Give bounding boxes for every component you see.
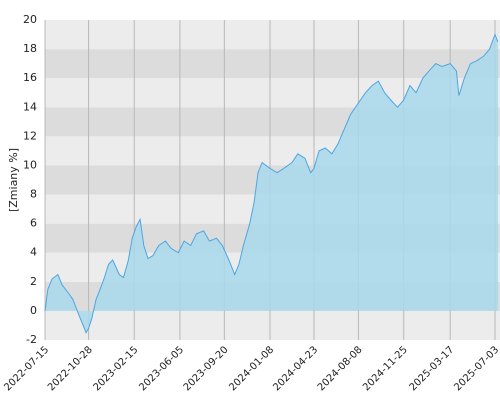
y-tick-label: 14 xyxy=(23,100,37,113)
y-tick-label: 18 xyxy=(23,42,37,55)
x-tick-label: 2022-07-15 xyxy=(2,344,51,393)
y-tick-label: 16 xyxy=(23,71,37,84)
y-tick-label: -2 xyxy=(26,333,37,346)
y-tick-label: 20 xyxy=(23,13,37,26)
x-tick-label: 2022-10-28 xyxy=(46,344,95,393)
area-fill xyxy=(45,34,498,333)
y-tick-label: 0 xyxy=(30,304,37,317)
line xyxy=(44,33,499,334)
x-tick-label: 2025-03-17 xyxy=(408,344,457,393)
x-tick-label: 2024-04-23 xyxy=(271,344,320,393)
y-axis-label: [Zmiany %] xyxy=(7,148,20,212)
grid-band xyxy=(45,20,500,50)
y-tick-label: 10 xyxy=(23,158,37,171)
x-tick-label: 2023-09-20 xyxy=(182,344,231,393)
x-tick-label: 2024-01-08 xyxy=(227,344,276,393)
y-tick-label: 4 xyxy=(30,246,37,259)
y-tick-label: 12 xyxy=(23,129,37,142)
grid-band xyxy=(45,310,500,340)
y-tick-label: 8 xyxy=(30,188,37,201)
x-tick-label: 2023-06-05 xyxy=(137,344,186,393)
y-tick-label: 6 xyxy=(30,217,37,230)
y-tick-label: 2 xyxy=(30,275,37,288)
x-tick-label: 2023-02-15 xyxy=(92,344,141,393)
x-tick-label: 2024-11-25 xyxy=(361,344,410,393)
grid-band xyxy=(45,49,500,79)
x-tick-label: 2025-07-03 xyxy=(452,344,500,393)
x-tick-label: 2024-08-08 xyxy=(316,344,365,393)
